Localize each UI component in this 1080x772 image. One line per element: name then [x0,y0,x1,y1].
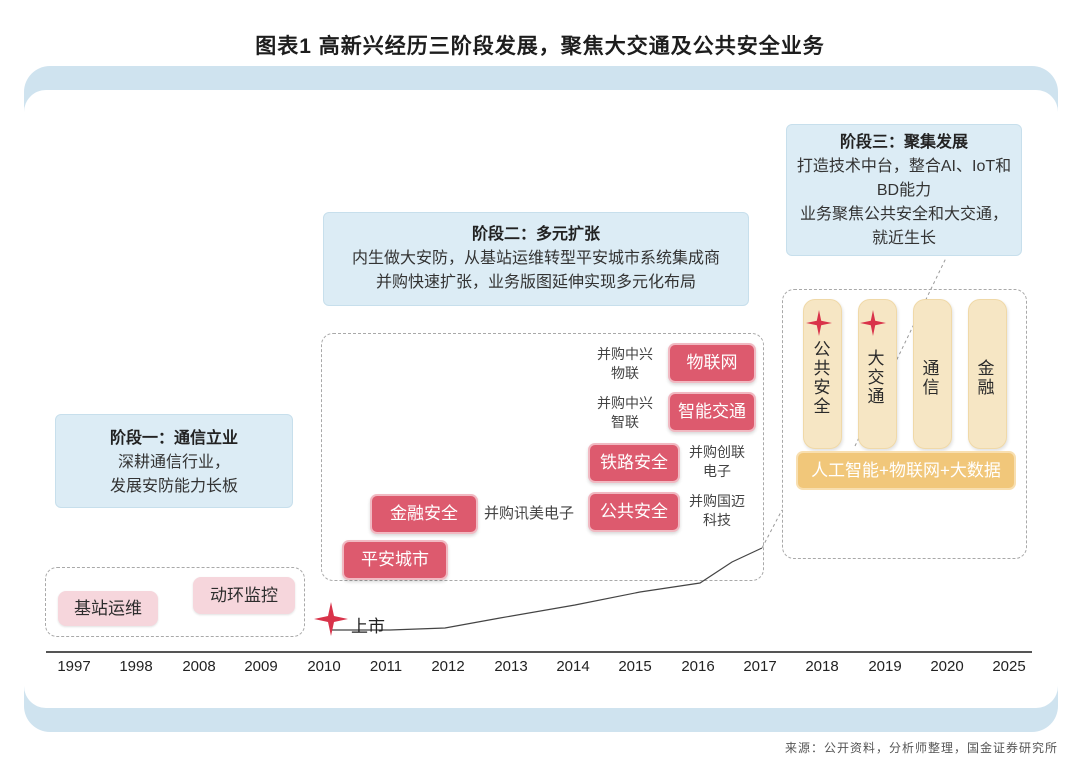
stage-one-group [45,567,305,637]
stage-two-line: 内生做大安防，从基站运维转型平安城市系统集成商 [351,250,720,267]
year-label: 1998 [119,658,153,675]
year-label: 2020 [930,658,964,675]
acquisition-line: 并购中兴 [597,395,653,411]
acquisition-chuanglian: 并购创联 电子 [682,443,752,481]
acquisition-line: 并购中兴 [597,346,653,362]
stage-two-title: 阶段二：多元扩张 [471,226,600,243]
ipo-label: 上市 [351,617,385,636]
acquisition-line: 物联 [611,365,639,381]
acquisition-zte-smart: 并购中兴 智联 [590,394,660,432]
year-label: 2013 [494,658,528,675]
ai-iot-bigdata-bar: 人工智能+物联网+大数据 [796,451,1016,490]
stage-one-line: 深耕通信行业， [117,454,230,471]
pillar-finance [968,299,1007,449]
business-railway-security: 铁路安全 [588,443,680,483]
acquisition-line: 智联 [611,414,639,430]
source-note: 来源：公开资料，分析师整理，国金证券研究所 [784,741,1058,755]
acquisition-line: 科技 [703,512,731,528]
pillar-label-communication: 通信 [922,359,940,397]
acquisition-xunmei: 并购讯美电子 [484,505,575,522]
year-label: 2009 [244,658,278,675]
timeline-axis [46,651,1032,653]
stage-one-title: 阶段一：通信立业 [109,430,238,447]
year-label: 2019 [868,658,902,675]
stage-three-group [782,289,1027,559]
stage-two-group [321,333,764,581]
stage-three-line: BD能力 [876,182,932,199]
year-label: 2018 [805,658,839,675]
year-label: 2017 [743,658,777,675]
stage-three-box: 阶段三：聚集发展 打造技术中台，整合AI、IoT和 BD能力 业务聚焦公共安全和… [786,124,1022,256]
stage-one-box: 阶段一：通信立业 深耕通信行业， 发展安防能力长板 [55,414,293,508]
pillar-label-public-security: 公共安全 [813,340,831,416]
acquisition-line: 并购国迈 [689,493,745,509]
business-public-security: 公共安全 [588,492,680,532]
year-label: 2008 [182,658,216,675]
pillar-label-finance: 金融 [977,359,995,397]
stage-one-line: 发展安防能力长板 [109,478,238,495]
acquisition-zte-iot: 并购中兴 物联 [590,345,660,383]
pillar-label-transport: 大交通 [867,349,885,406]
business-env-monitoring: 动环监控 [193,577,295,614]
business-iot: 物联网 [668,343,756,383]
year-label: 2010 [307,658,341,675]
year-label: 2025 [992,658,1026,675]
acquisition-guomai: 并购国迈 科技 [682,492,752,530]
stage-three-line: 业务聚焦公共安全和大交通， [799,206,1008,223]
business-smart-traffic: 智能交通 [668,392,756,432]
figure-title: 图表1 高新兴经历三阶段发展，聚焦大交通及公共安全业务 [255,35,825,58]
year-label: 2016 [681,658,715,675]
ipo-star-icon [314,602,348,636]
star-icon [860,310,886,336]
stage-three-title: 阶段三：聚集发展 [839,134,968,151]
acquisition-line: 电子 [703,463,731,479]
business-base-station-ops: 基站运维 [58,591,158,626]
year-label: 2011 [369,658,403,675]
acquisition-line: 并购创联 [689,444,745,460]
star-icon [806,310,832,336]
year-label: 1997 [57,658,91,675]
pillar-communication [913,299,952,449]
year-label: 2015 [618,658,652,675]
stage-three-line: 打造技术中台，整合AI、IoT和 [796,158,1012,175]
business-safe-city: 平安城市 [342,540,448,580]
stage-two-line: 并购快速扩张，业务版图延伸实现多元化布局 [375,274,696,291]
year-label: 2014 [556,658,590,675]
year-label: 2012 [431,658,465,675]
stage-three-line: 就近生长 [871,230,936,247]
stage-two-box: 阶段二：多元扩张 内生做大安防，从基站运维转型平安城市系统集成商 并购快速扩张，… [323,212,749,306]
business-financial-security: 金融安全 [370,494,478,534]
